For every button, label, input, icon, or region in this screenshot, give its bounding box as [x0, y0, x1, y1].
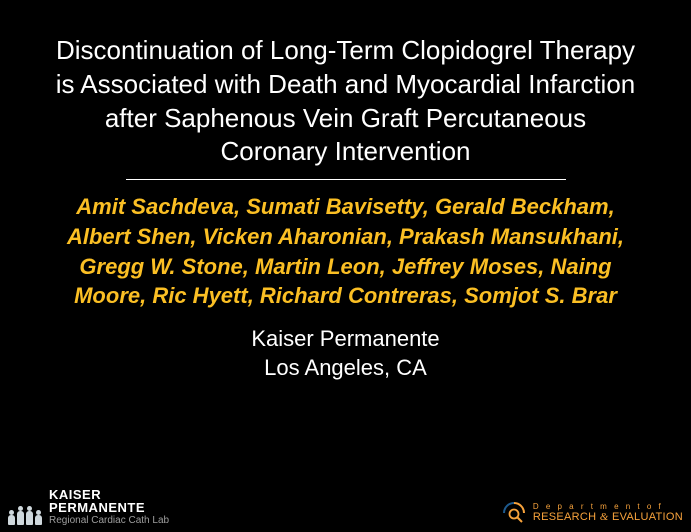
- title-divider: [126, 179, 566, 180]
- slide-title: Discontinuation of Long-Term Clopidogrel…: [40, 34, 651, 169]
- footer-right-logo: D e p a r t m e n t o f RESEARCH & EVALU…: [501, 500, 683, 526]
- kp-subtitle: Regional Cardiac Cath Lab: [49, 516, 169, 526]
- re-word2: EVALUATION: [612, 511, 683, 523]
- footer-left-logo: KAISER PERMANENTE Regional Cardiac Cath …: [8, 488, 169, 526]
- kaiser-permanente-logo: KAISER PERMANENTE Regional Cardiac Cath …: [8, 488, 169, 526]
- research-evaluation-icon: [501, 500, 527, 526]
- affiliation-line1: Kaiser Permanente: [40, 325, 651, 354]
- kp-people-icon: [8, 506, 43, 526]
- re-word1: RESEARCH: [533, 511, 597, 523]
- affiliation-line2: Los Angeles, CA: [40, 354, 651, 383]
- slide-footer: KAISER PERMANENTE Regional Cardiac Cath …: [0, 474, 691, 532]
- re-top-line: D e p a r t m e n t o f: [533, 503, 683, 511]
- affiliation: Kaiser Permanente Los Angeles, CA: [40, 325, 651, 382]
- re-main-line: RESEARCH & EVALUATION: [533, 512, 683, 523]
- authors-list: Amit Sachdeva, Sumati Bavisetty, Gerald …: [40, 192, 651, 311]
- research-evaluation-text: D e p a r t m e n t o f RESEARCH & EVALU…: [533, 503, 683, 523]
- slide-container: Discontinuation of Long-Term Clopidogrel…: [0, 0, 691, 532]
- re-amp: &: [600, 511, 609, 523]
- kp-brand-text: KAISER PERMANENTE Regional Cardiac Cath …: [49, 488, 169, 526]
- kp-brand-line2: PERMANENTE: [49, 501, 169, 514]
